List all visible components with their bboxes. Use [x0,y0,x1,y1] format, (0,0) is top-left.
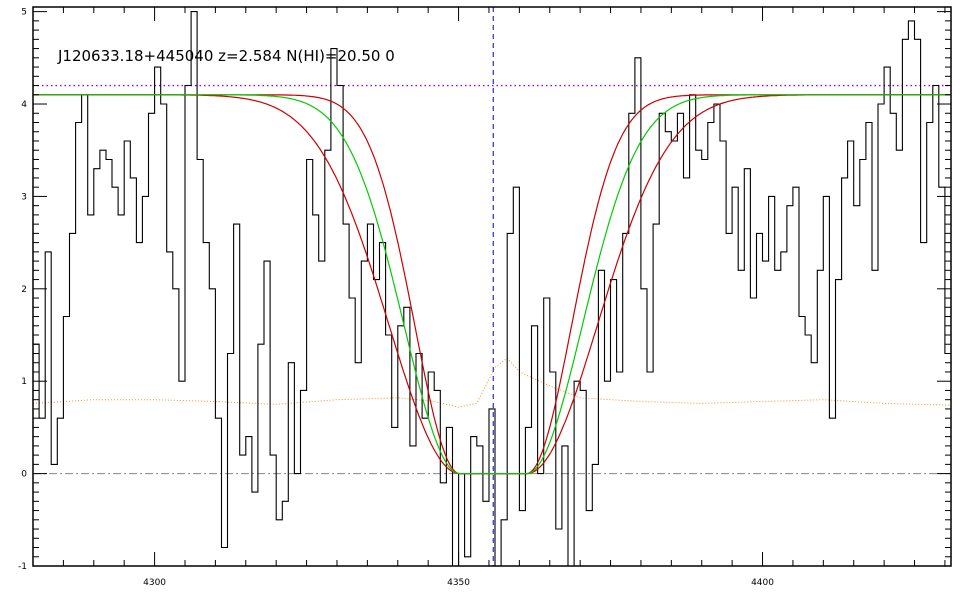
flux-spectrum-line [33,11,951,566]
x-tick-label: 4300 [143,578,166,588]
y-tick-label: 3 [21,192,27,202]
y-tick-label: 0 [21,470,27,480]
y-tick-label: 2 [21,285,27,295]
plot-frame [32,6,952,567]
error-spectrum-line [33,357,951,408]
fit-layer [33,94,951,475]
axes: 4300 4350 4400 -1 0 1 2 3 4 5 [18,6,952,588]
flux-layer [33,11,951,566]
x-tick-label: 4350 [447,578,470,588]
chart-title: J120633.18+445040 z=2.584 N(HI)=20.50 0 [57,47,395,65]
y-tick-label: 4 [21,100,27,110]
error-layer [33,357,951,408]
y-tick-label: 5 [21,8,27,18]
x-tick-label: 4400 [751,578,774,588]
y-tick-label: -1 [18,562,27,572]
y-tick-label: 1 [21,377,27,387]
best-fit-line [33,94,951,475]
